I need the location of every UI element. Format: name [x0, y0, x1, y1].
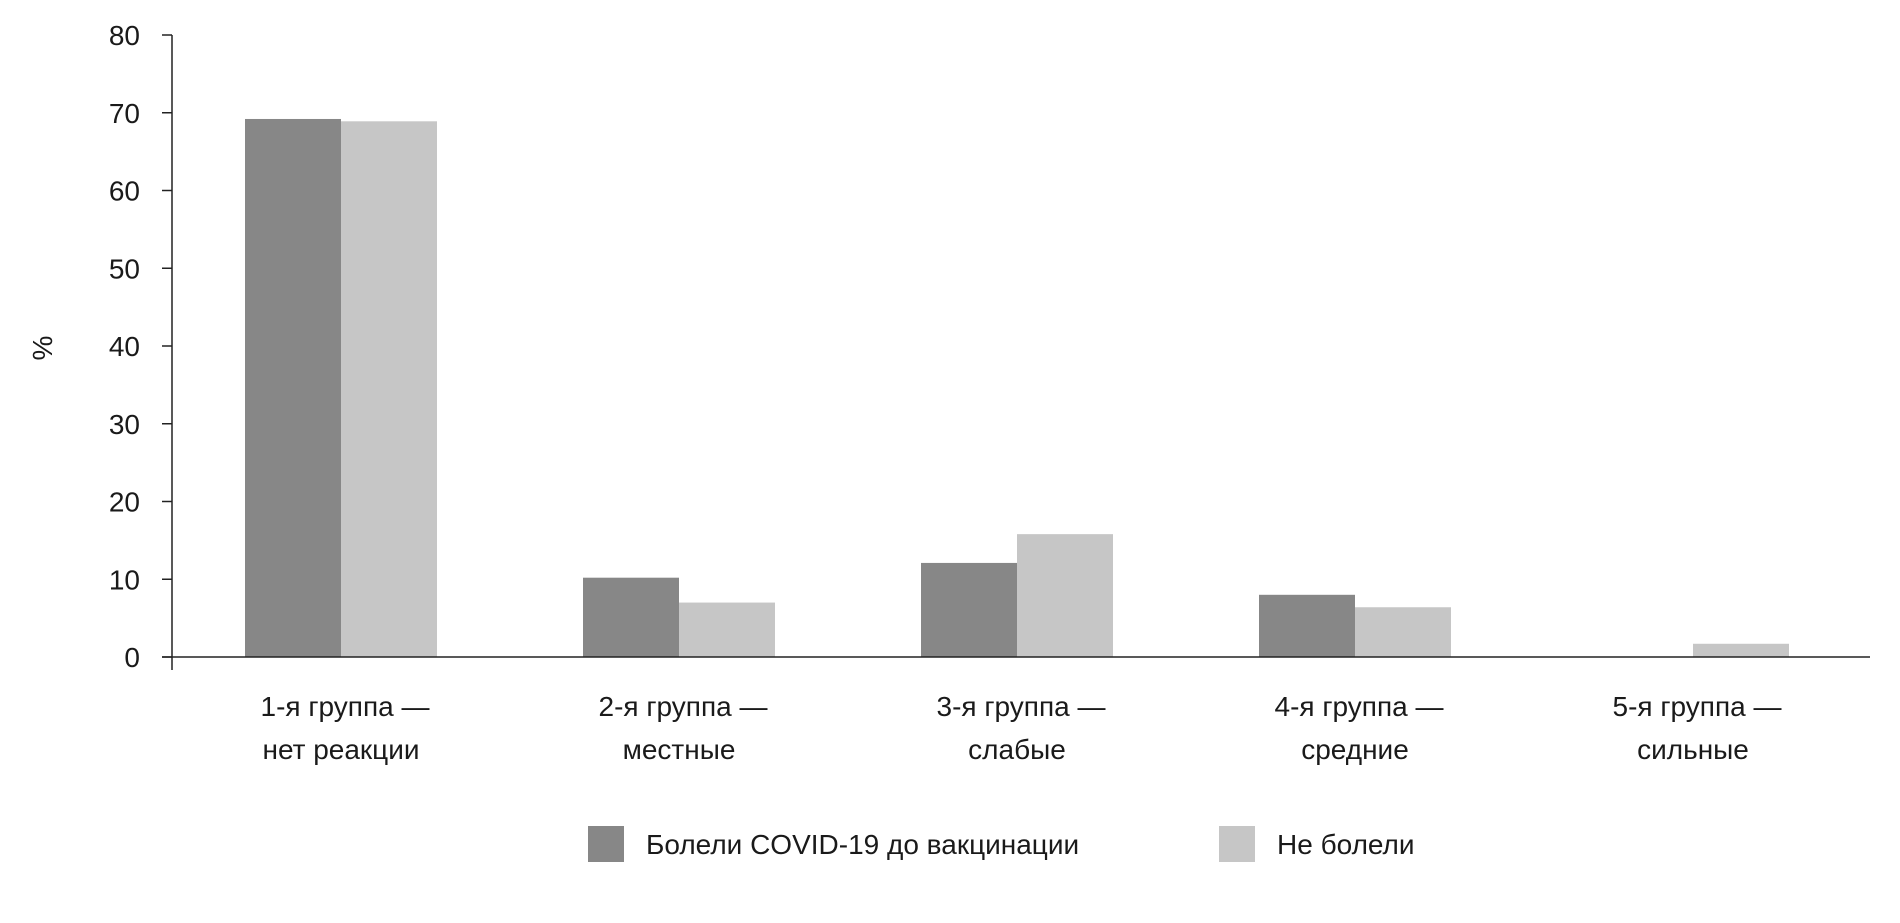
x-tick-label: 3-я группа —: [937, 691, 1106, 722]
y-tick-label: 80: [109, 20, 140, 51]
bar-covid-4: [1259, 594, 1355, 657]
y-tick-label: 30: [109, 409, 140, 440]
bar-not-ill-1: [341, 121, 437, 658]
bar-covid-2: [583, 577, 679, 657]
y-tick-label: 0: [124, 642, 140, 673]
bar-not-ill-2: [679, 602, 775, 657]
bar-covid-1: [245, 118, 341, 658]
legend-swatch: [1219, 826, 1255, 862]
y-axis-label: %: [27, 336, 58, 361]
x-tick-label: нет реакции: [263, 734, 420, 765]
legend-label: Болели COVID-19 до вакцинации: [646, 829, 1079, 860]
x-tick-label: слабые: [968, 734, 1066, 765]
x-tick-label: 4-я группа —: [1275, 691, 1444, 722]
x-tick-label: местные: [623, 734, 736, 765]
y-ticks: 0 10 20 30 40 50 60 70 80: [109, 20, 172, 673]
x-tick-label: 2-я группа —: [599, 691, 768, 722]
bar-not-ill-4: [1355, 607, 1451, 657]
x-labels: 1-я группа — нет реакции 2-я группа — местн…: [261, 691, 1782, 765]
y-tick-label: 70: [109, 98, 140, 129]
y-tick-label: 40: [109, 331, 140, 362]
legend-label: Не болели: [1277, 829, 1415, 860]
x-tick-label: 5-я группа —: [1613, 691, 1782, 722]
y-tick-label: 60: [109, 176, 140, 207]
y-tick-label: 50: [109, 253, 140, 284]
x-tick-label: средние: [1301, 734, 1409, 765]
x-tick-label: сильные: [1637, 734, 1749, 765]
y-tick-label: 20: [109, 487, 140, 518]
legend: Болели COVID-19 до вакцинации Не болели: [588, 826, 1415, 862]
bar-not-ill-3: [1017, 534, 1113, 657]
y-tick-label: 10: [109, 564, 140, 595]
legend-swatch: [588, 826, 624, 862]
bar-not-ill-5: [1693, 643, 1789, 657]
bar-covid-3: [921, 562, 1017, 657]
bars: [245, 118, 1789, 658]
x-tick-label: 1-я группа —: [261, 691, 430, 722]
